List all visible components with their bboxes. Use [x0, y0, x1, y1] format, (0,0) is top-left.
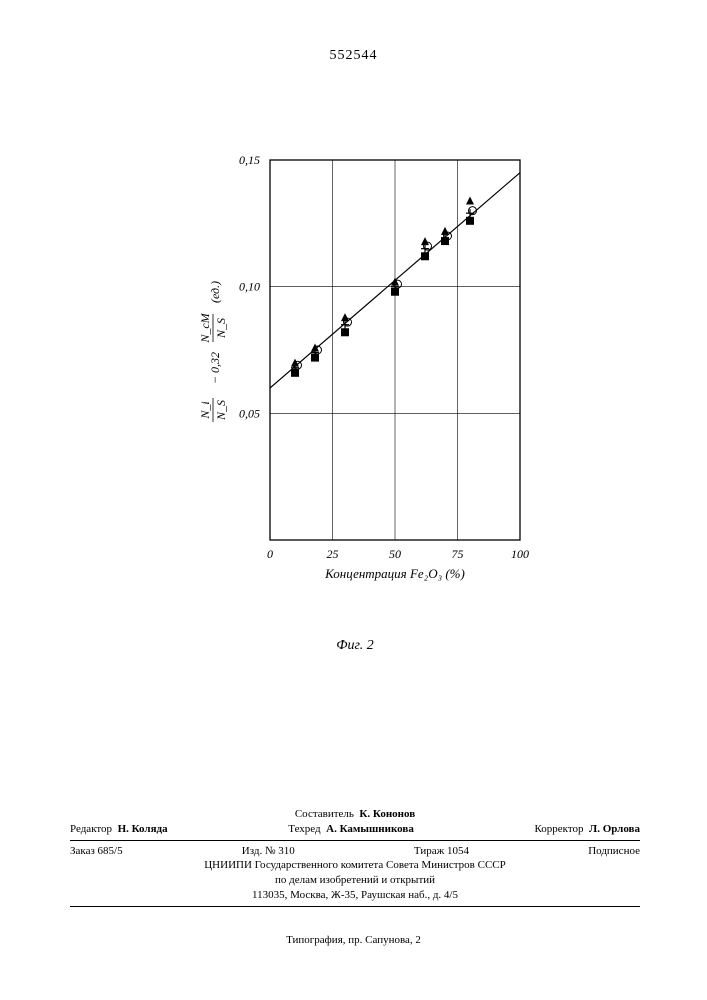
roles-line: Редактор Н. Коляда Техред А. Камышникова…: [70, 822, 640, 837]
typography-line: Типография, пр. Сапунова, 2: [0, 934, 707, 946]
svg-text:50: 50: [389, 547, 401, 561]
techred-name: А. Камышникова: [326, 823, 414, 835]
svg-text:0,10: 0,10: [239, 280, 260, 294]
svg-text:Концентрация Fe₂O₃ (%): Концентрация Fe₂O₃ (%): [324, 566, 465, 581]
doc-number: 552544: [0, 48, 707, 64]
svg-text:0,15: 0,15: [239, 153, 260, 167]
svg-text:N_cM: N_cM: [198, 312, 212, 343]
imprint-footer: Составитель К. Кононов Редактор Н. Коляд…: [70, 807, 640, 910]
svg-text:(ед.): (ед.): [208, 281, 222, 303]
divider-2: [70, 906, 640, 907]
svg-text:0,05: 0,05: [239, 406, 260, 420]
podpisnoe: Подписное: [588, 844, 640, 859]
compiler-line: Составитель К. Кононов: [70, 807, 640, 822]
editor-name: Н. Коляда: [118, 823, 168, 835]
compiler-label: Составитель: [295, 808, 354, 820]
svg-text:N_S: N_S: [214, 318, 228, 339]
order-number: Заказ 685/5: [70, 844, 123, 859]
svg-text:N_i: N_i: [198, 401, 212, 419]
print-info-line: Заказ 685/5 Изд. № 310 Тираж 1054 Подпис…: [70, 844, 640, 859]
izd-number: Изд. № 310: [242, 844, 295, 859]
tirazh: Тираж 1054: [414, 844, 469, 859]
techred-label: Техред: [288, 823, 320, 835]
svg-text:75: 75: [452, 547, 464, 561]
compiler-name: К. Кононов: [359, 808, 415, 820]
org-line-1: ЦНИИПИ Государственного комитета Совета …: [70, 858, 640, 873]
chart-svg: 0 25 50 75 100 0,05 0,10 0,15 Концентрация Fe₂O₃…: [175, 140, 535, 630]
editor-label: Редактор: [70, 823, 112, 835]
org-line-3: 113035, Москва, Ж-35, Раушская наб., д. …: [70, 888, 640, 903]
svg-text:− 0,32: − 0,32: [208, 352, 222, 384]
svg-text:0: 0: [267, 547, 273, 561]
corrector-label: Корректор: [535, 823, 584, 835]
org-line-2: по делам изобретений и открытий: [70, 873, 640, 888]
svg-text:N_S: N_S: [214, 400, 228, 421]
corrector-name: Л. Орлова: [589, 823, 640, 835]
chart-figure-2: 02550751000,050,100,15Концентрация Fe₂O₃…: [175, 140, 535, 570]
figure-caption: Фиг. 2: [175, 638, 535, 654]
divider-1: [70, 840, 640, 841]
svg-text:25: 25: [327, 547, 339, 561]
svg-text:100: 100: [511, 547, 529, 561]
